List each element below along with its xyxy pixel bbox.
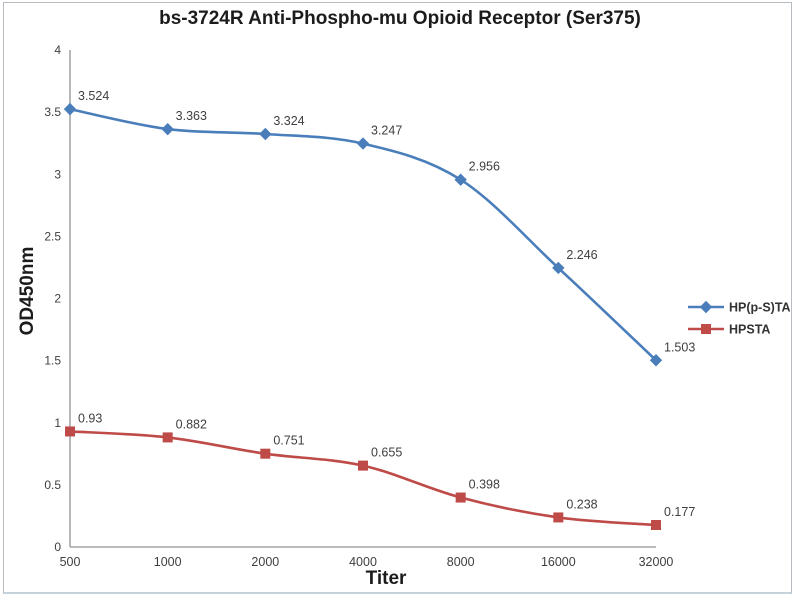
legend-label: HP(p-S)TA bbox=[729, 301, 791, 315]
data-point-label: 0.751 bbox=[273, 434, 304, 448]
data-point-label: 0.655 bbox=[371, 446, 402, 460]
y-tick-label: 1 bbox=[54, 416, 61, 430]
data-point-label: 0.177 bbox=[664, 505, 695, 519]
data-point-marker bbox=[161, 122, 174, 136]
data-point-marker bbox=[454, 173, 467, 186]
legend-label: HPSTA bbox=[729, 323, 770, 337]
data-point-label: 0.398 bbox=[469, 478, 500, 492]
data-point-marker bbox=[63, 102, 77, 116]
data-point-marker bbox=[651, 520, 661, 531]
data-point-label: 3.524 bbox=[78, 89, 109, 103]
data-point-label: 2.246 bbox=[566, 248, 597, 262]
data-point-marker bbox=[649, 354, 663, 367]
data-point-label: 1.503 bbox=[664, 340, 695, 354]
data-point-marker bbox=[259, 127, 272, 141]
data-point-marker bbox=[455, 492, 466, 503]
y-tick-label: 0.5 bbox=[44, 478, 61, 492]
legend-marker-square bbox=[701, 324, 711, 334]
data-point-marker bbox=[260, 448, 271, 459]
x-axis-title: Titer bbox=[365, 568, 407, 589]
y-tick-label: 2.5 bbox=[44, 229, 61, 243]
chart-frame bbox=[3, 2, 792, 594]
data-point-label: 3.324 bbox=[273, 114, 304, 128]
x-tick-label: 8000 bbox=[447, 555, 475, 569]
data-point-label: 2.956 bbox=[469, 160, 500, 174]
data-point-marker bbox=[356, 137, 370, 150]
y-tick-label: 1.5 bbox=[44, 354, 61, 368]
data-point-marker bbox=[358, 460, 368, 471]
data-point-label: 0.238 bbox=[566, 497, 597, 511]
data-point-label: 0.882 bbox=[176, 417, 207, 431]
chart-title: bs-3724R Anti-Phospho-mu Opioid Receptor… bbox=[159, 8, 641, 29]
y-tick-label: 3 bbox=[54, 167, 61, 181]
y-tick-label: 3.5 bbox=[44, 105, 61, 119]
x-tick-label: 16000 bbox=[541, 555, 576, 569]
data-point-marker bbox=[65, 426, 75, 437]
data-point-marker bbox=[553, 512, 564, 523]
data-point-label: 3.247 bbox=[371, 124, 402, 138]
x-tick-label: 500 bbox=[60, 555, 81, 569]
y-tick-label: 4 bbox=[54, 43, 61, 57]
x-tick-label: 2000 bbox=[251, 555, 279, 569]
y-tick-label: 2 bbox=[54, 292, 61, 306]
legend-marker-diamond bbox=[699, 300, 713, 314]
data-point-label: 3.363 bbox=[176, 109, 207, 123]
data-point-marker bbox=[162, 432, 173, 443]
data-point-label: 0.93 bbox=[78, 411, 102, 425]
data-point-marker bbox=[552, 261, 565, 275]
x-tick-label: 1000 bbox=[154, 555, 182, 569]
x-tick-label: 4000 bbox=[349, 555, 377, 569]
x-tick-label: 32000 bbox=[639, 555, 674, 569]
y-tick-label: 0 bbox=[54, 540, 61, 554]
